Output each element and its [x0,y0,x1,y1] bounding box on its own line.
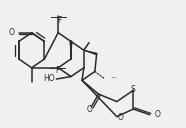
Text: HO: HO [43,74,54,83]
Text: S: S [131,85,136,94]
Polygon shape [84,50,97,55]
Text: ···: ··· [110,75,117,81]
Text: O: O [86,105,92,114]
Text: O: O [154,110,160,119]
Text: F: F [55,66,60,75]
Text: F: F [57,16,61,25]
Polygon shape [70,41,72,59]
Text: O: O [118,113,124,122]
Text: O: O [8,28,14,37]
